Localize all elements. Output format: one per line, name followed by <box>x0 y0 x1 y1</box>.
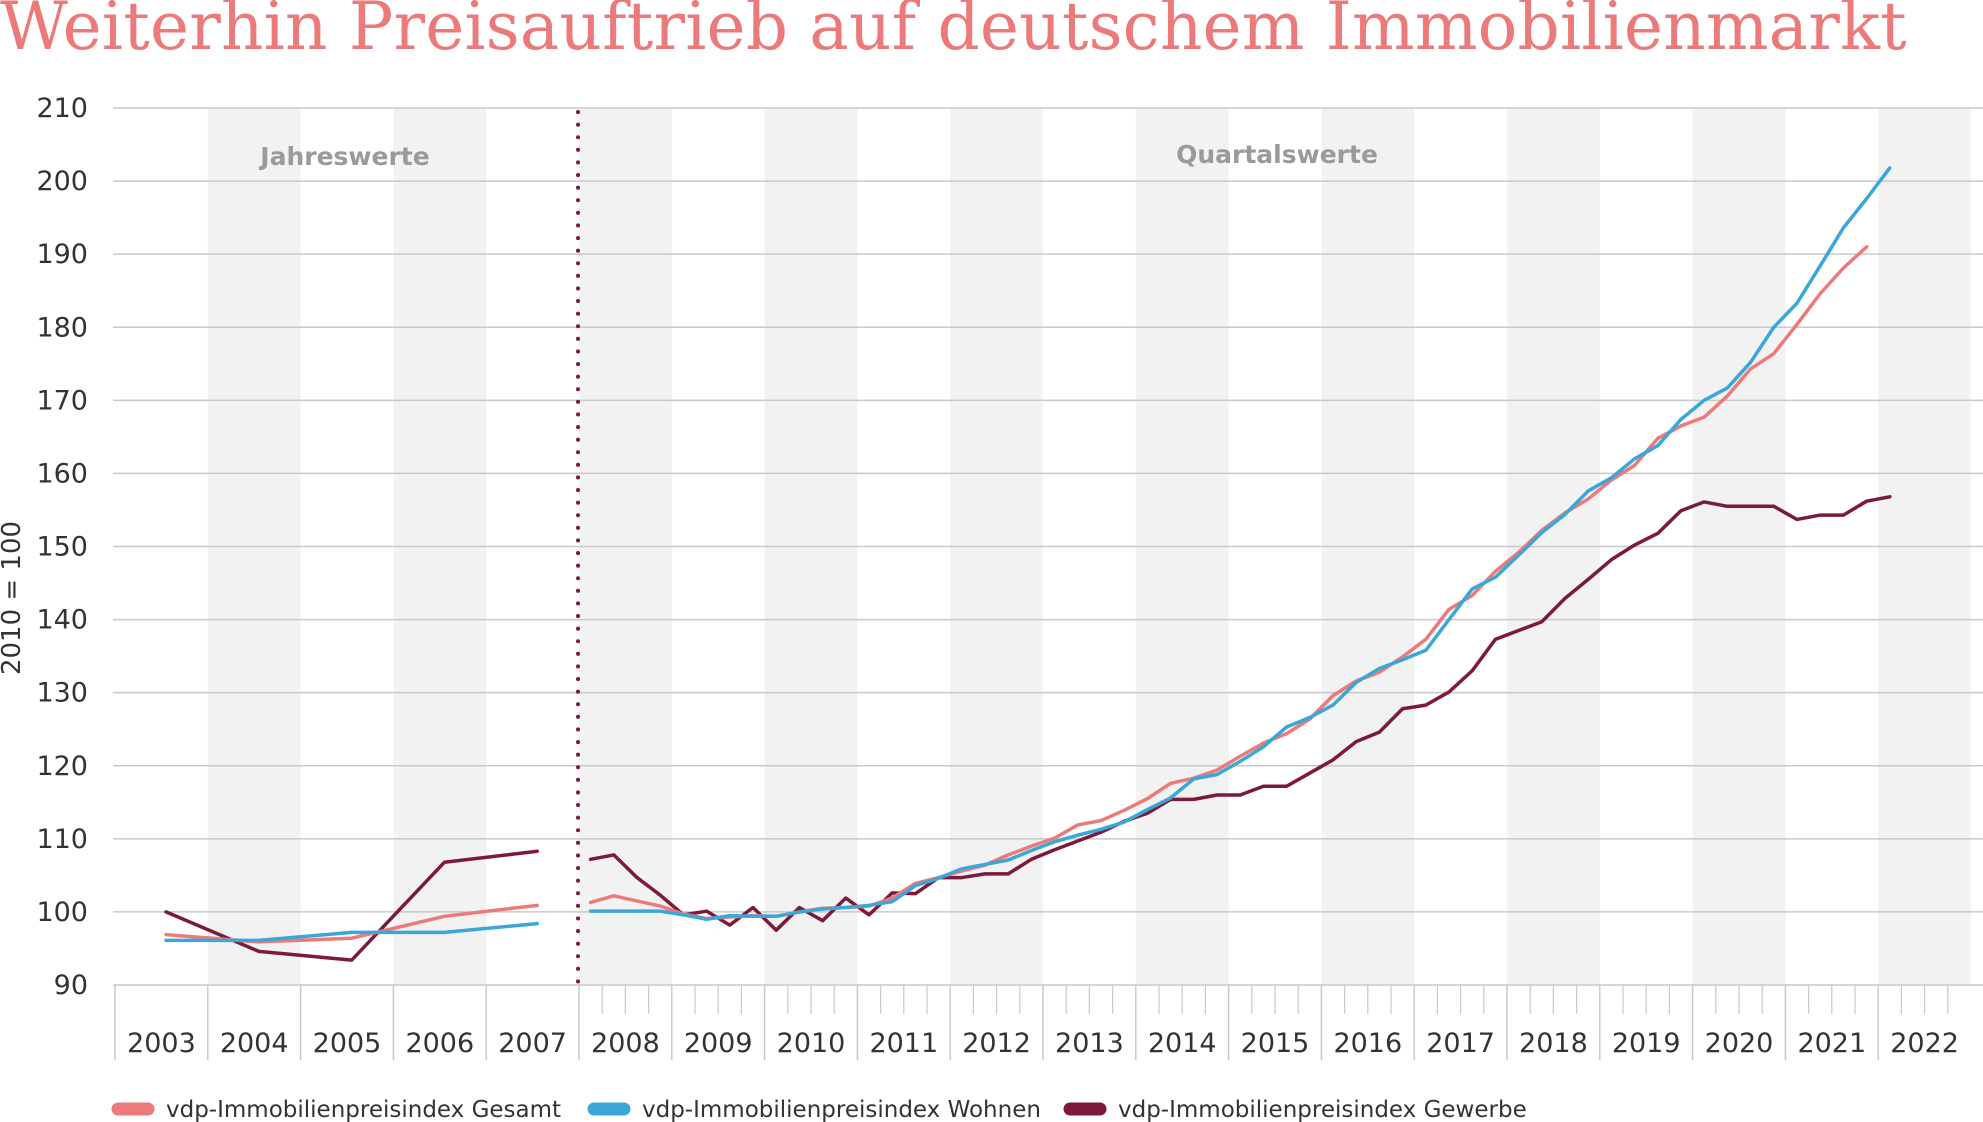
x-tick-2016: 2016 <box>1333 1028 1402 1059</box>
y-tick-180: 180 <box>36 312 88 343</box>
x-tick-2013: 2013 <box>1055 1028 1124 1059</box>
x-tick-2005: 2005 <box>313 1028 382 1059</box>
y-tick-130: 130 <box>36 678 88 709</box>
series-line-wohnen-quarterly <box>588 166 1892 921</box>
annotation-jahreswerte: Jahreswerte <box>258 142 429 171</box>
x-tick-2015: 2015 <box>1241 1028 1310 1059</box>
y-tick-90: 90 <box>54 970 88 1001</box>
legend-label-wohnen: vdp-Immobilienpreisindex Wohnen <box>642 1097 1041 1122</box>
y-tick-120: 120 <box>36 751 88 782</box>
x-tick-2014: 2014 <box>1148 1028 1217 1059</box>
x-tick-2009: 2009 <box>684 1028 753 1059</box>
x-tick-2007: 2007 <box>498 1028 567 1059</box>
x-tick-2008: 2008 <box>591 1028 660 1059</box>
x-tick-2018: 2018 <box>1519 1028 1588 1059</box>
y-tick-110: 110 <box>36 824 88 855</box>
legend-label-gewerbe: vdp-Immobilienpreisindex Gewerbe <box>1118 1097 1527 1122</box>
series-line-wohnen-annual <box>164 921 539 943</box>
legend-item-gewerbe: vdp-Immobilienpreisindex Gewerbe <box>1063 1097 1527 1122</box>
y-tick-170: 170 <box>36 385 88 416</box>
x-tick-2010: 2010 <box>777 1028 846 1059</box>
y-tick-200: 200 <box>36 166 88 197</box>
y-axis-label: 2010 = 100 <box>0 521 27 675</box>
annotation-quartalswerte: Quartalswerte <box>1176 140 1378 169</box>
y-tick-100: 100 <box>36 897 88 928</box>
y-tick-150: 150 <box>36 532 88 563</box>
chart-title: Weiterhin Preisauftrieb auf deutschem Im… <box>0 0 1907 65</box>
x-tick-2012: 2012 <box>962 1028 1031 1059</box>
x-tick-2011: 2011 <box>869 1028 938 1059</box>
y-axis: 90 100 110 120 130 140 150 160 170 180 190 200 210 <box>36 93 88 1001</box>
x-tick-2003: 2003 <box>127 1028 196 1059</box>
x-tick-2006: 2006 <box>405 1028 474 1059</box>
x-tick-2019: 2019 <box>1612 1028 1681 1059</box>
x-tick-2004: 2004 <box>220 1028 289 1059</box>
x-axis: 2003 2004 2005 2006 2007 2008 2009 2010 2011 2012… <box>114 985 1959 1060</box>
legend-label-gesamt: vdp-Immobilienpreisindex Gesamt <box>166 1097 561 1122</box>
x-tick-2021: 2021 <box>1797 1028 1866 1059</box>
x-tick-2022: 2022 <box>1890 1028 1959 1059</box>
series-lines <box>164 166 1892 962</box>
y-tick-140: 140 <box>36 605 88 636</box>
legend: vdp-Immobilienpreisindex Gesamt vdp-Immob… <box>111 1097 1527 1122</box>
y-tick-160: 160 <box>36 458 88 489</box>
y-tick-210: 210 <box>36 93 88 124</box>
x-tick-2020: 2020 <box>1705 1028 1774 1059</box>
x-tick-2017: 2017 <box>1426 1028 1495 1059</box>
legend-item-gesamt: vdp-Immobilienpreisindex Gesamt <box>111 1097 561 1122</box>
y-tick-190: 190 <box>36 239 88 270</box>
legend-item-wohnen: vdp-Immobilienpreisindex Wohnen <box>587 1097 1041 1122</box>
grid-lines <box>113 107 1983 986</box>
